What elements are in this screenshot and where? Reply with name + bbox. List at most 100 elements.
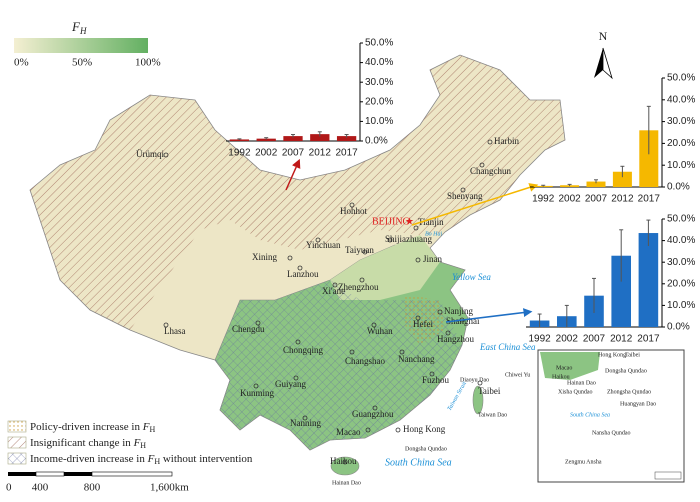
- inset-label: Xisha Qundao: [558, 389, 593, 395]
- inset-label: Haikou: [552, 374, 570, 380]
- city-label: Xining: [252, 252, 278, 262]
- city-label: Changshao: [345, 356, 385, 366]
- city-label: Hohhot: [340, 206, 367, 216]
- city-markers: [163, 139, 493, 465]
- legend-min: 0%: [14, 57, 29, 69]
- bar: [586, 181, 606, 187]
- city-label: Hangzhou: [437, 334, 474, 344]
- inset-label: Zhongsha Qundao: [607, 389, 651, 395]
- bar: [229, 139, 250, 141]
- inset-label: Taibei: [625, 352, 640, 358]
- x-tick-label: 2012: [611, 194, 634, 205]
- bar-chart: 0.0%10.0%20.0%30.0%40.0%50.0%1992 2002 200…: [226, 38, 393, 159]
- north-label: N: [599, 29, 608, 43]
- y-tick-label: 10.0%: [667, 160, 695, 171]
- city-label: Tianjin: [418, 217, 444, 227]
- city-label: Hong Kong: [403, 424, 446, 434]
- y-tick-label: 20.0%: [365, 96, 393, 107]
- legend-item: Income-driven increase in FH without int…: [30, 453, 253, 466]
- legend-max: 100%: [135, 57, 161, 69]
- y-tick-label: 0.0%: [667, 322, 690, 333]
- city-label: Shanghai: [446, 316, 480, 326]
- y-tick-label: 50.0%: [667, 73, 695, 84]
- city-label: Guiyang: [275, 379, 306, 389]
- sea-label: Bo Hai: [425, 231, 442, 237]
- inset-label: Hong Kong: [598, 352, 626, 358]
- bar: [336, 136, 357, 141]
- sea-label: South China Sea: [385, 457, 452, 468]
- city-label: Taiyuan: [345, 245, 374, 255]
- bar-chart: 0.0%10.0%20.0%30.0%40.0%50.0%1992 2002 200…: [530, 73, 695, 205]
- y-tick-label: 20.0%: [667, 138, 695, 149]
- x-tick-label: 2017: [637, 334, 660, 345]
- arrows: [285, 158, 539, 323]
- bar: [283, 136, 303, 141]
- city-label: Guangzhou: [352, 409, 394, 419]
- x-tick-label: 2017: [335, 148, 358, 159]
- city-label: Lhasa: [164, 326, 186, 336]
- sea-label: Taiwan Strait: [447, 381, 469, 412]
- scale-label: 0: [6, 482, 12, 494]
- city-label: Nanchang: [398, 354, 435, 364]
- y-tick-label: 50.0%: [667, 214, 695, 225]
- x-tick-label: 2002: [556, 334, 579, 345]
- city-label: Jinan: [423, 254, 442, 264]
- north-arrow: N: [594, 29, 613, 80]
- inset-label: Nansha Qundao: [592, 430, 631, 436]
- legend-item: Policy-driven increase in FH: [30, 421, 155, 434]
- city-label: Fuzhou: [422, 375, 450, 385]
- island-label: Taiwan Dao: [478, 412, 507, 418]
- x-tick-label: 1992: [228, 148, 251, 159]
- city-labels: Ürümqi Harbin Changchun Shenyang Hohhot …: [136, 136, 519, 466]
- city-label: Yinchuan: [306, 240, 341, 250]
- y-tick-label: 40.0%: [667, 94, 695, 105]
- inset-label: Huangyan Dao: [620, 401, 656, 407]
- city-label: Kunming: [240, 388, 275, 398]
- bar: [639, 130, 659, 187]
- fh-legend: FH 0% 50% 100%: [14, 19, 161, 69]
- inset-map: Hong Kong Taibei Macao Haikou Hainan Dao…: [537, 349, 685, 483]
- y-tick-label: 0.0%: [667, 182, 690, 193]
- city-label: Nanning: [290, 418, 321, 428]
- y-tick-label: 50.0%: [365, 38, 393, 49]
- scale-label: 800: [84, 482, 101, 494]
- x-tick-label: 2007: [585, 194, 608, 205]
- city-label: Hefei: [413, 319, 433, 329]
- island-label: Hainan Dao: [332, 480, 361, 486]
- y-tick-label: 40.0%: [365, 57, 393, 68]
- legend-item: Insignificant change in FH: [30, 437, 146, 450]
- sea-labels: Bo Hai Yellow Sea East China Sea South C…: [332, 231, 536, 486]
- scale-label: 400: [32, 482, 49, 494]
- x-tick-label: 2012: [610, 334, 633, 345]
- inset-label: Dongsha Qundao: [605, 368, 647, 374]
- city-label: Haikou: [330, 456, 357, 466]
- island-label: Chiwei Yu: [505, 372, 530, 378]
- scale-label: 1,600km: [150, 482, 189, 494]
- y-tick-label: 0.0%: [365, 136, 388, 147]
- scale-bar: 0 400 800 1,600km: [6, 471, 189, 494]
- bar: [612, 171, 632, 187]
- city-label: Shijiazhuang: [385, 234, 432, 244]
- y-tick-label: 10.0%: [365, 116, 393, 127]
- legend-mid: 50%: [72, 57, 92, 69]
- x-tick-label: 2007: [282, 148, 305, 159]
- island-label: Diaoyu Dao: [460, 377, 489, 383]
- china-map: [29, 54, 566, 476]
- legend-title: FH: [71, 19, 87, 36]
- pattern-legend: Policy-driven increase in FH Insignifica…: [7, 421, 253, 466]
- y-tick-label: 20.0%: [667, 278, 695, 289]
- x-tick-label: 2007: [583, 334, 606, 345]
- x-tick-label: 1992: [528, 334, 551, 345]
- city-label: Lanzhou: [287, 269, 319, 279]
- city-label: Ürümqi: [136, 149, 164, 159]
- capital-star: ★: [405, 216, 414, 227]
- city-label: Chengdu: [232, 324, 265, 334]
- inset-label: Zengmu Ansha: [565, 459, 602, 465]
- city-label: Shenyang: [447, 191, 483, 201]
- inset-label: Macao: [556, 365, 572, 371]
- city-label: Harbin: [494, 136, 519, 146]
- y-tick-label: 30.0%: [365, 77, 393, 88]
- island-label: Dongsha Qundao: [405, 446, 447, 452]
- city-label: Macao: [336, 427, 361, 437]
